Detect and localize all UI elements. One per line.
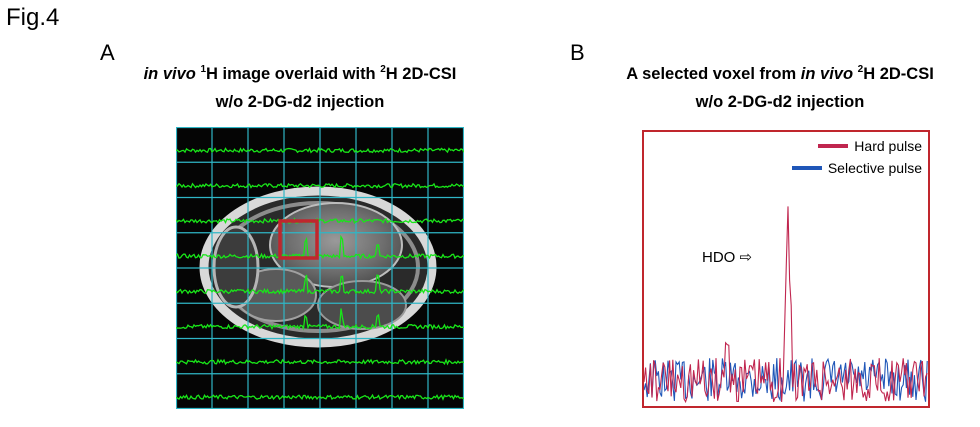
csi-spectrum-row — [176, 147, 464, 154]
csi-spectra — [176, 147, 464, 401]
panel-b-letter: B — [570, 40, 585, 65]
panel-a-title-line2: w/o 2-DG-d2 injection — [215, 93, 385, 111]
legend-hard-label: Hard pulse — [854, 138, 922, 154]
figure-label: Fig.4 — [6, 4, 60, 31]
panel-a-title-mid: H image overlaid with — [206, 65, 381, 83]
csi-spectrum-row — [176, 358, 464, 366]
panel-b-title-line2: w/o 2-DG-d2 injection — [695, 93, 865, 111]
legend-selective-pulse: Selective pulse — [791, 160, 922, 176]
panel-b-title-line1: A selected voxel from in vivo 2H 2D-CSI — [580, 60, 980, 88]
csi-spectrum-row — [176, 308, 464, 331]
panel-a-title-end: H 2D-CSI — [385, 65, 457, 83]
side-tissue — [212, 225, 260, 309]
csi-spectrum-row — [176, 182, 464, 189]
csi-spectrum-row — [176, 393, 464, 401]
panel-b-title-start: A selected voxel from — [626, 65, 801, 83]
hard-pulse-trace — [644, 206, 928, 404]
panel-b-title-italic: in vivo — [800, 65, 854, 83]
legend-selective-label: Selective pulse — [827, 160, 922, 176]
panel-a-title-line1: in vivo 1H image overlaid with 2H 2D-CSI — [100, 60, 500, 88]
panel-a-title-italic: in vivo — [143, 65, 196, 83]
legend-hard-swatch — [818, 144, 849, 148]
panel-a-title: in vivo 1H image overlaid with 2H 2D-CSI… — [100, 60, 500, 116]
legend-hard-pulse: Hard pulse — [818, 138, 922, 154]
voxel-spectrum-plot: Hard pulse Selective pulse HDO ⇨ — [642, 130, 930, 408]
csi-spectrum-row — [176, 274, 464, 295]
panel-a-letter: A — [100, 40, 115, 65]
panel-a-title-sup1: 1 — [200, 64, 207, 75]
lower-tissue-right — [317, 280, 407, 330]
panel-b-title-sup: 2 — [857, 64, 864, 75]
legend-selective-swatch — [791, 166, 822, 170]
csi-spectrum-row — [176, 217, 464, 225]
csi-spectrum-row — [176, 234, 464, 261]
selected-voxel-highlight — [278, 219, 319, 260]
hdo-peak-label: HDO ⇨ — [702, 249, 753, 266]
panel-a-title-sup2: 2 — [380, 64, 386, 75]
spectrum-svg — [644, 206, 928, 404]
mri-csi-overlay-image — [176, 127, 464, 409]
panel-b-title: A selected voxel from in vivo 2H 2D-CSI … — [580, 60, 980, 116]
panel-b-title-end: H 2D-CSI — [863, 65, 934, 83]
